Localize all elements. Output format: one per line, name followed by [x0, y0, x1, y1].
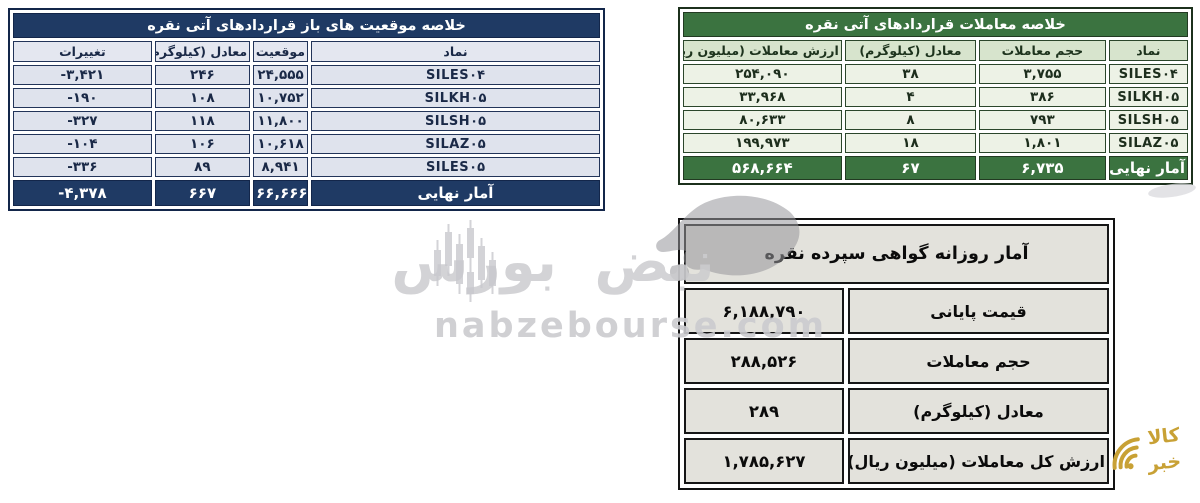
cell-trade-value: ۱۹۹,۹۷۳: [683, 133, 842, 153]
footer-label: آمار نهایی: [1108, 156, 1188, 180]
col-header-trade-value: ارزش معاملات (میلیون ریال): [683, 40, 842, 61]
cell-symbol: SILKH۰۵: [1108, 87, 1188, 107]
table-row: SILKH۰۵ ۱۰,۷۵۲ ۱۰۸ -۱۹۰: [13, 88, 600, 108]
table-row: SILSH۰۵ ۱۱,۸۰۰ ۱۱۸ -۳۲۷: [13, 111, 600, 131]
cell-volume: ۷۹۳: [979, 110, 1106, 130]
open-positions-table: خلاصه موقعیت های باز قراردادهای آتی نقره…: [8, 8, 605, 211]
table-row: معادل (کیلوگرم) ۲۸۹: [684, 388, 1109, 434]
cell-equivalent-kg: ۱۰۸: [154, 88, 251, 108]
watermark-brand-text: نبض بورس: [391, 230, 715, 295]
daily-stats-grid: آمار روزانه گواهی سپرده نقره قیمت پایانی…: [680, 220, 1113, 488]
footer-changes-total: -۴,۳۷۸: [13, 180, 152, 206]
table-footer-row: آمار نهایی ۶,۷۳۵ ۶۷ ۵۶۸,۶۶۴: [683, 156, 1188, 180]
cell-changes: -۳۳۶: [13, 157, 152, 177]
cell-trade-value: ۳۳,۹۶۸: [683, 87, 842, 107]
footer-equivalent-total: ۶۷: [844, 156, 977, 180]
col-header-changes: تغییرات: [13, 41, 152, 62]
cell-trade-value: ۸۰,۶۳۳: [683, 110, 842, 130]
cell-position: ۱۰,۷۵۲: [253, 88, 308, 108]
daily-stats-table: آمار روزانه گواهی سپرده نقره قیمت پایانی…: [678, 218, 1115, 490]
cell-equivalent-kg: ۳۸: [844, 64, 977, 84]
table-row: ارزش کل معاملات (میلیون ریال) ۱,۷۸۵,۶۲۷: [684, 438, 1109, 484]
table-row: SILAZ۰۵ ۱۰,۶۱۸ ۱۰۶ -۱۰۴: [13, 134, 600, 154]
cell-volume: ۱,۸۰۱: [979, 133, 1106, 153]
stat-label-closing-price: قیمت پایانی: [847, 288, 1109, 334]
cell-symbol: SILES۰۵: [311, 157, 600, 177]
table-title-row: خلاصه موقعیت های باز قراردادهای آتی نقره: [13, 13, 600, 38]
table-footer-row: آمار نهایی ۶۶,۶۶۶ ۶۶۷ -۴,۳۷۸: [13, 180, 600, 206]
cell-symbol: SILES۰۴: [311, 65, 600, 85]
stat-value-volume: ۲۸۸,۵۲۶: [684, 338, 844, 384]
cell-equivalent-kg: ۴: [844, 87, 977, 107]
col-header-equivalent-kg: معادل (کیلوگرم): [154, 41, 251, 62]
table-header-row: نماد موقعیت معادل (کیلوگرم) تغییرات: [13, 41, 600, 62]
table-row: قیمت پایانی ۶,۱۸۸,۷۹۰: [684, 288, 1109, 334]
cell-equivalent-kg: ۸: [844, 110, 977, 130]
cell-symbol: SILAZ۰۵: [311, 134, 600, 154]
cell-changes: -۱۹۰: [13, 88, 152, 108]
table-title-row: خلاصه معاملات قراردادهای آتی نقره: [683, 12, 1188, 37]
logo-text-line2: خبر: [1146, 450, 1182, 475]
col-header-symbol: نماد: [311, 41, 600, 62]
table-row: SILKH۰۵ ۳۸۶ ۴ ۳۳,۹۶۸: [683, 87, 1188, 107]
logo-text-line1: کالا: [1146, 424, 1181, 449]
cell-equivalent-kg: ۱۱۸: [154, 111, 251, 131]
table-row: SILES۰۴ ۲۴,۵۵۵ ۲۴۶ -۳,۴۲۱: [13, 65, 600, 85]
col-header-equivalent-kg: معادل (کیلوگرم): [844, 40, 977, 61]
stat-value-closing-price: ۶,۱۸۸,۷۹۰: [684, 288, 844, 334]
footer-label: آمار نهایی: [311, 180, 600, 206]
cell-changes: -۳,۴۲۱: [13, 65, 152, 85]
table-row: SILES۰۵ ۸,۹۴۱ ۸۹ -۳۳۶: [13, 157, 600, 177]
col-header-position: موقعیت: [253, 41, 308, 62]
cell-position: ۱۰,۶۱۸: [253, 134, 308, 154]
footer-trade-value-total: ۵۶۸,۶۶۴: [683, 156, 842, 180]
stat-label-total-value: ارزش کل معاملات (میلیون ریال): [847, 438, 1109, 484]
cell-symbol: SILSH۰۵: [311, 111, 600, 131]
table-title-row: آمار روزانه گواهی سپرده نقره: [684, 224, 1109, 284]
table-row: SILAZ۰۵ ۱,۸۰۱ ۱۸ ۱۹۹,۹۷۳: [683, 133, 1188, 153]
col-header-symbol: نماد: [1108, 40, 1188, 61]
daily-stats-title: آمار روزانه گواهی سپرده نقره: [684, 224, 1109, 284]
table-row: حجم معاملات ۲۸۸,۵۲۶: [684, 338, 1109, 384]
cell-equivalent-kg: ۱۰۶: [154, 134, 251, 154]
cell-position: ۸,۹۴۱: [253, 157, 308, 177]
footer-equivalent-total: ۶۶۷: [154, 180, 251, 206]
cell-volume: ۳۸۶: [979, 87, 1106, 107]
cell-equivalent-kg: ۱۸: [844, 133, 977, 153]
cell-trade-value: ۲۵۴,۰۹۰: [683, 64, 842, 84]
cell-changes: -۳۲۷: [13, 111, 152, 131]
stat-value-equivalent-kg: ۲۸۹: [684, 388, 844, 434]
stat-value-total-value: ۱,۷۸۵,۶۲۷: [684, 438, 844, 484]
trades-grid: خلاصه معاملات قراردادهای آتی نقره نماد ح…: [680, 9, 1191, 183]
cell-position: ۲۴,۵۵۵: [253, 65, 308, 85]
cell-equivalent-kg: ۸۹: [154, 157, 251, 177]
candlestick-chart-icon: [434, 220, 496, 302]
table-row: SILSH۰۵ ۷۹۳ ۸ ۸۰,۶۳۳: [683, 110, 1188, 130]
table-header-row: نماد حجم معاملات معادل (کیلوگرم) ارزش مع…: [683, 40, 1188, 61]
trades-summary-table: خلاصه معاملات قراردادهای آتی نقره نماد ح…: [678, 7, 1193, 185]
stat-label-volume: حجم معاملات: [847, 338, 1109, 384]
stat-label-equivalent-kg: معادل (کیلوگرم): [847, 388, 1109, 434]
cell-symbol: SILKH۰۵: [311, 88, 600, 108]
open-positions-grid: خلاصه موقعیت های باز قراردادهای آتی نقره…: [10, 10, 603, 209]
kalakhabar-logo: کالا خبر: [1112, 424, 1182, 475]
cell-position: ۱۱,۸۰۰: [253, 111, 308, 131]
cell-symbol: SILES۰۴: [1108, 64, 1188, 84]
trades-title: خلاصه معاملات قراردادهای آتی نقره: [683, 12, 1188, 37]
table-row: SILES۰۴ ۳,۷۵۵ ۳۸ ۲۵۴,۰۹۰: [683, 64, 1188, 84]
footer-volume-total: ۶,۷۳۵: [979, 156, 1106, 180]
col-header-volume: حجم معاملات: [979, 40, 1106, 61]
footer-position-total: ۶۶,۶۶۶: [253, 180, 308, 206]
cell-changes: -۱۰۴: [13, 134, 152, 154]
cell-symbol: SILSH۰۵: [1108, 110, 1188, 130]
cell-equivalent-kg: ۲۴۶: [154, 65, 251, 85]
cell-volume: ۳,۷۵۵: [979, 64, 1106, 84]
open-positions-title: خلاصه موقعیت های باز قراردادهای آتی نقره: [13, 13, 600, 38]
cell-symbol: SILAZ۰۵: [1108, 133, 1188, 153]
